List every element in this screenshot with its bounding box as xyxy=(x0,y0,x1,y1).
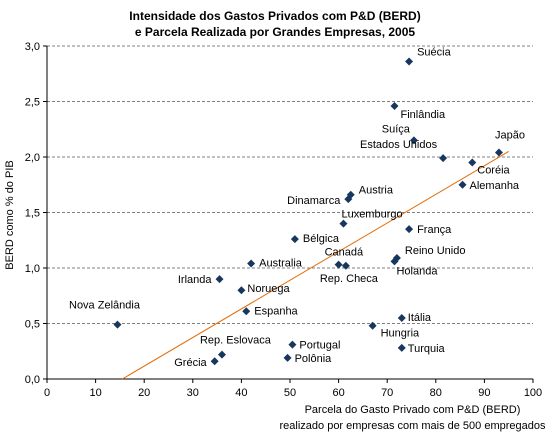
data-point-label: Espanha xyxy=(254,305,298,317)
data-point-marker xyxy=(405,57,414,66)
data-point-marker xyxy=(390,257,399,266)
data-point-label: Hungria xyxy=(381,328,420,340)
data-point-label: Dinamarca xyxy=(287,195,341,207)
data-point-marker xyxy=(494,148,503,157)
data-point-label: Rep. Checa xyxy=(320,273,379,285)
data-point-label: Austria xyxy=(359,185,394,197)
y-tick-label: 2,0 xyxy=(25,152,40,164)
y-tick-label: 2,5 xyxy=(25,97,40,109)
data-point-marker xyxy=(237,286,246,295)
x-tick-label: 100 xyxy=(524,387,542,399)
y-tick-label: 1,5 xyxy=(25,208,40,220)
y-tick-label: 0,0 xyxy=(25,374,40,386)
x-tick-label: 0 xyxy=(44,387,50,399)
data-point-label: França xyxy=(417,224,452,236)
data-point-marker xyxy=(242,307,251,316)
data-point-marker xyxy=(409,136,418,145)
x-axis-label-line-2: realizado por empresas com mais de 500 e… xyxy=(279,420,546,432)
data-point-label: Turquia xyxy=(408,343,446,355)
data-point-marker xyxy=(458,180,467,189)
data-point-label: Holanda xyxy=(396,265,438,277)
x-tick-label: 60 xyxy=(332,387,344,399)
x-tick-label: 30 xyxy=(187,387,199,399)
data-point-label: Rep. Eslovaca xyxy=(200,335,272,347)
x-tick-label: 10 xyxy=(89,387,101,399)
data-point-marker xyxy=(334,260,343,269)
data-point-marker xyxy=(290,235,299,244)
data-point-label: Reino Unido xyxy=(405,245,466,257)
data-point-label: Estados Unidos xyxy=(360,139,438,151)
data-point-label: Itália xyxy=(408,312,432,324)
data-point-label: Bélgica xyxy=(303,233,340,245)
data-point-label: Polônia xyxy=(295,353,333,365)
data-point-marker xyxy=(368,321,377,330)
data-point-marker xyxy=(439,154,448,163)
data-point-label: Canadá xyxy=(325,247,364,259)
data-point-marker xyxy=(247,259,256,268)
x-tick-label: 50 xyxy=(284,387,296,399)
data-point-label: Finlândia xyxy=(400,109,446,121)
y-tick-label: 3,0 xyxy=(25,41,40,53)
data-point-label: Coréia xyxy=(477,165,510,177)
data-point-label: Suécia xyxy=(417,47,452,59)
x-tick-label: 20 xyxy=(138,387,150,399)
x-axis-label-line-1: Parcela do Gasto Privado com P&D (BERD) xyxy=(304,404,521,416)
y-tick-label: 1,0 xyxy=(25,263,40,275)
data-point-label: Irlanda xyxy=(178,274,213,286)
data-point-marker xyxy=(397,313,406,322)
data-point-label: Nova Zelândia xyxy=(69,300,141,312)
data-point-marker xyxy=(283,353,292,362)
x-tick-label: 90 xyxy=(478,387,490,399)
data-point-marker xyxy=(217,350,226,359)
y-tick-label: 0,5 xyxy=(25,319,40,331)
x-tick-label: 40 xyxy=(235,387,247,399)
data-point-marker xyxy=(397,343,406,352)
x-tick-label: 80 xyxy=(430,387,442,399)
data-point-marker xyxy=(215,275,224,284)
data-point-marker xyxy=(288,340,297,349)
data-point-marker xyxy=(341,261,350,270)
x-tick-label: 70 xyxy=(381,387,393,399)
data-point-marker xyxy=(468,158,477,167)
x-axis-label: Parcela do Gasto Privado com P&D (BERD) … xyxy=(275,402,550,434)
data-point-label: Alemanha xyxy=(470,180,520,192)
data-point-label: Australia xyxy=(259,258,303,270)
data-point-marker xyxy=(344,195,353,204)
data-point-marker xyxy=(390,101,399,110)
data-point-label: Luxemburgo xyxy=(341,209,402,221)
chart-title-line-1: Intensidade dos Gastos Privados com P&D … xyxy=(129,9,421,23)
data-point-label: Portugal xyxy=(299,340,340,352)
data-point-label: Noruega xyxy=(247,283,290,295)
data-point-marker xyxy=(405,225,414,234)
data-point-label: Suíça xyxy=(382,123,411,135)
data-point-label: Japão xyxy=(495,130,525,142)
data-point-marker xyxy=(210,357,219,366)
chart-title: Intensidade dos Gastos Privados com P&D … xyxy=(0,8,550,40)
data-point-marker xyxy=(339,219,348,228)
data-point-label: Grécia xyxy=(174,357,207,369)
data-point-marker xyxy=(113,320,122,329)
chart-title-line-2: e Parcela Realizada por Grandes Empresas… xyxy=(134,25,416,39)
trend-line xyxy=(122,151,509,380)
